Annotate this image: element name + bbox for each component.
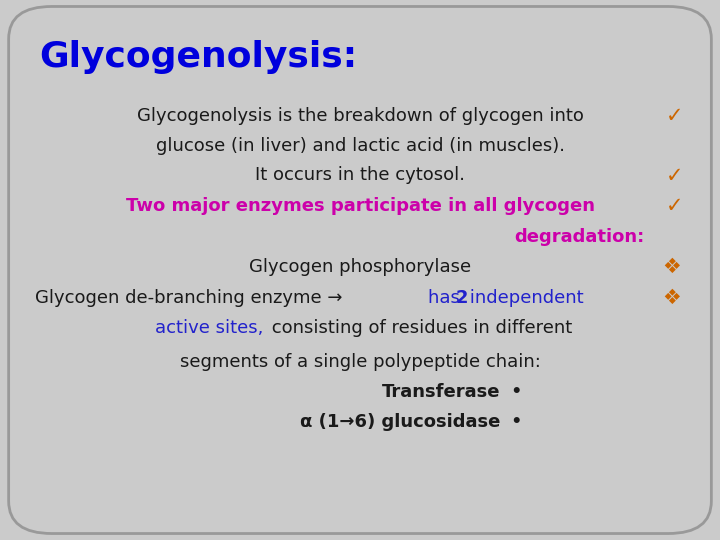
Text: It occurs in the cytosol.: It occurs in the cytosol. <box>255 166 465 185</box>
Text: 2: 2 <box>456 288 468 307</box>
Text: ✓: ✓ <box>666 196 683 217</box>
Text: Glycogen de-branching enzyme →: Glycogen de-branching enzyme → <box>35 288 342 307</box>
Text: •: • <box>504 382 523 402</box>
Text: independent: independent <box>464 288 584 307</box>
Text: Glycogen phosphorylase: Glycogen phosphorylase <box>249 258 471 276</box>
Text: Glycogenolysis:: Glycogenolysis: <box>40 40 358 73</box>
Text: ❖: ❖ <box>662 287 681 308</box>
Text: ✓: ✓ <box>666 106 683 126</box>
Text: segments of a single polypeptide chain:: segments of a single polypeptide chain: <box>179 353 541 371</box>
Text: Transferase: Transferase <box>382 383 500 401</box>
Text: ❖: ❖ <box>662 257 681 278</box>
Text: consisting of residues in different: consisting of residues in different <box>266 319 572 338</box>
Text: has: has <box>428 288 466 307</box>
Text: •: • <box>504 412 523 433</box>
Text: glucose (in liver) and lactic acid (in muscles).: glucose (in liver) and lactic acid (in m… <box>156 137 564 155</box>
Text: Glycogenolysis is the breakdown of glycogen into: Glycogenolysis is the breakdown of glyco… <box>137 107 583 125</box>
FancyBboxPatch shape <box>9 6 711 534</box>
Text: α (1→6) glucosidase: α (1→6) glucosidase <box>300 413 500 431</box>
Text: ✓: ✓ <box>666 165 683 186</box>
Text: active sites,: active sites, <box>155 319 264 338</box>
Text: Two major enzymes participate in all glycogen: Two major enzymes participate in all gly… <box>125 197 595 215</box>
Text: degradation:: degradation: <box>514 227 644 246</box>
